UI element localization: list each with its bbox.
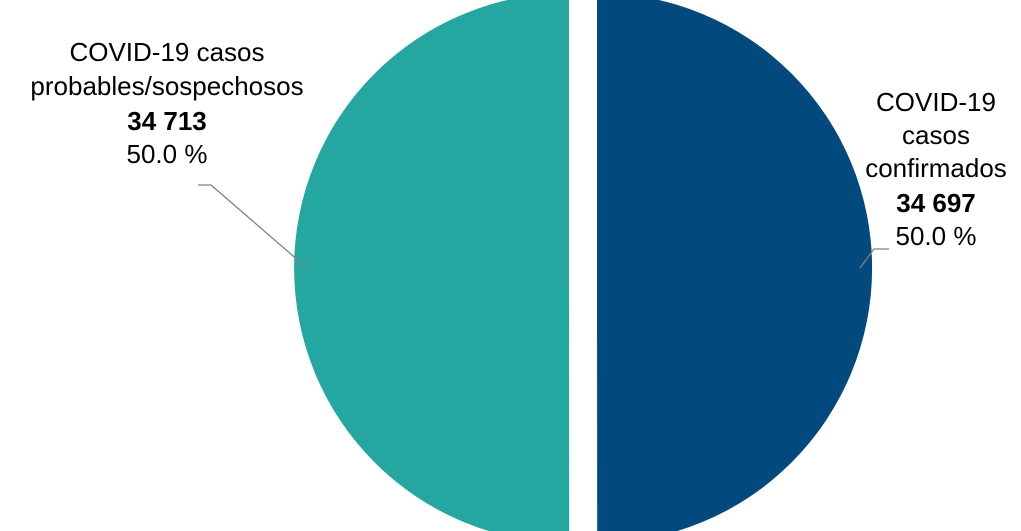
slice-percent-label: 50.0 % <box>896 221 977 251</box>
leader-line-confirmados <box>859 248 889 269</box>
slices-layer <box>294 0 873 531</box>
slice-name-line: casos <box>902 120 970 150</box>
leader-lines <box>198 184 889 269</box>
slice-percent-label: 50.0 % <box>127 139 208 169</box>
slice-name-line: probables/sospechosos <box>30 71 303 101</box>
pie-slice-probables <box>294 0 570 531</box>
slice-name-line: COVID-19 <box>876 87 996 117</box>
slice-label-confirmados: COVID-19 casos confirmados 34 697 50.0 % <box>865 87 1007 251</box>
slice-name-line: COVID-19 casos <box>69 37 264 67</box>
slice-value-label: 34 697 <box>896 188 976 218</box>
leader-line-probables <box>198 184 308 269</box>
slice-value-label: 34 713 <box>127 106 207 136</box>
pie-slice-confirmados <box>597 0 873 531</box>
slice-label-probables: COVID-19 casos probables/sospechosos 34 … <box>30 37 303 169</box>
slice-name-line: confirmados <box>865 153 1007 183</box>
